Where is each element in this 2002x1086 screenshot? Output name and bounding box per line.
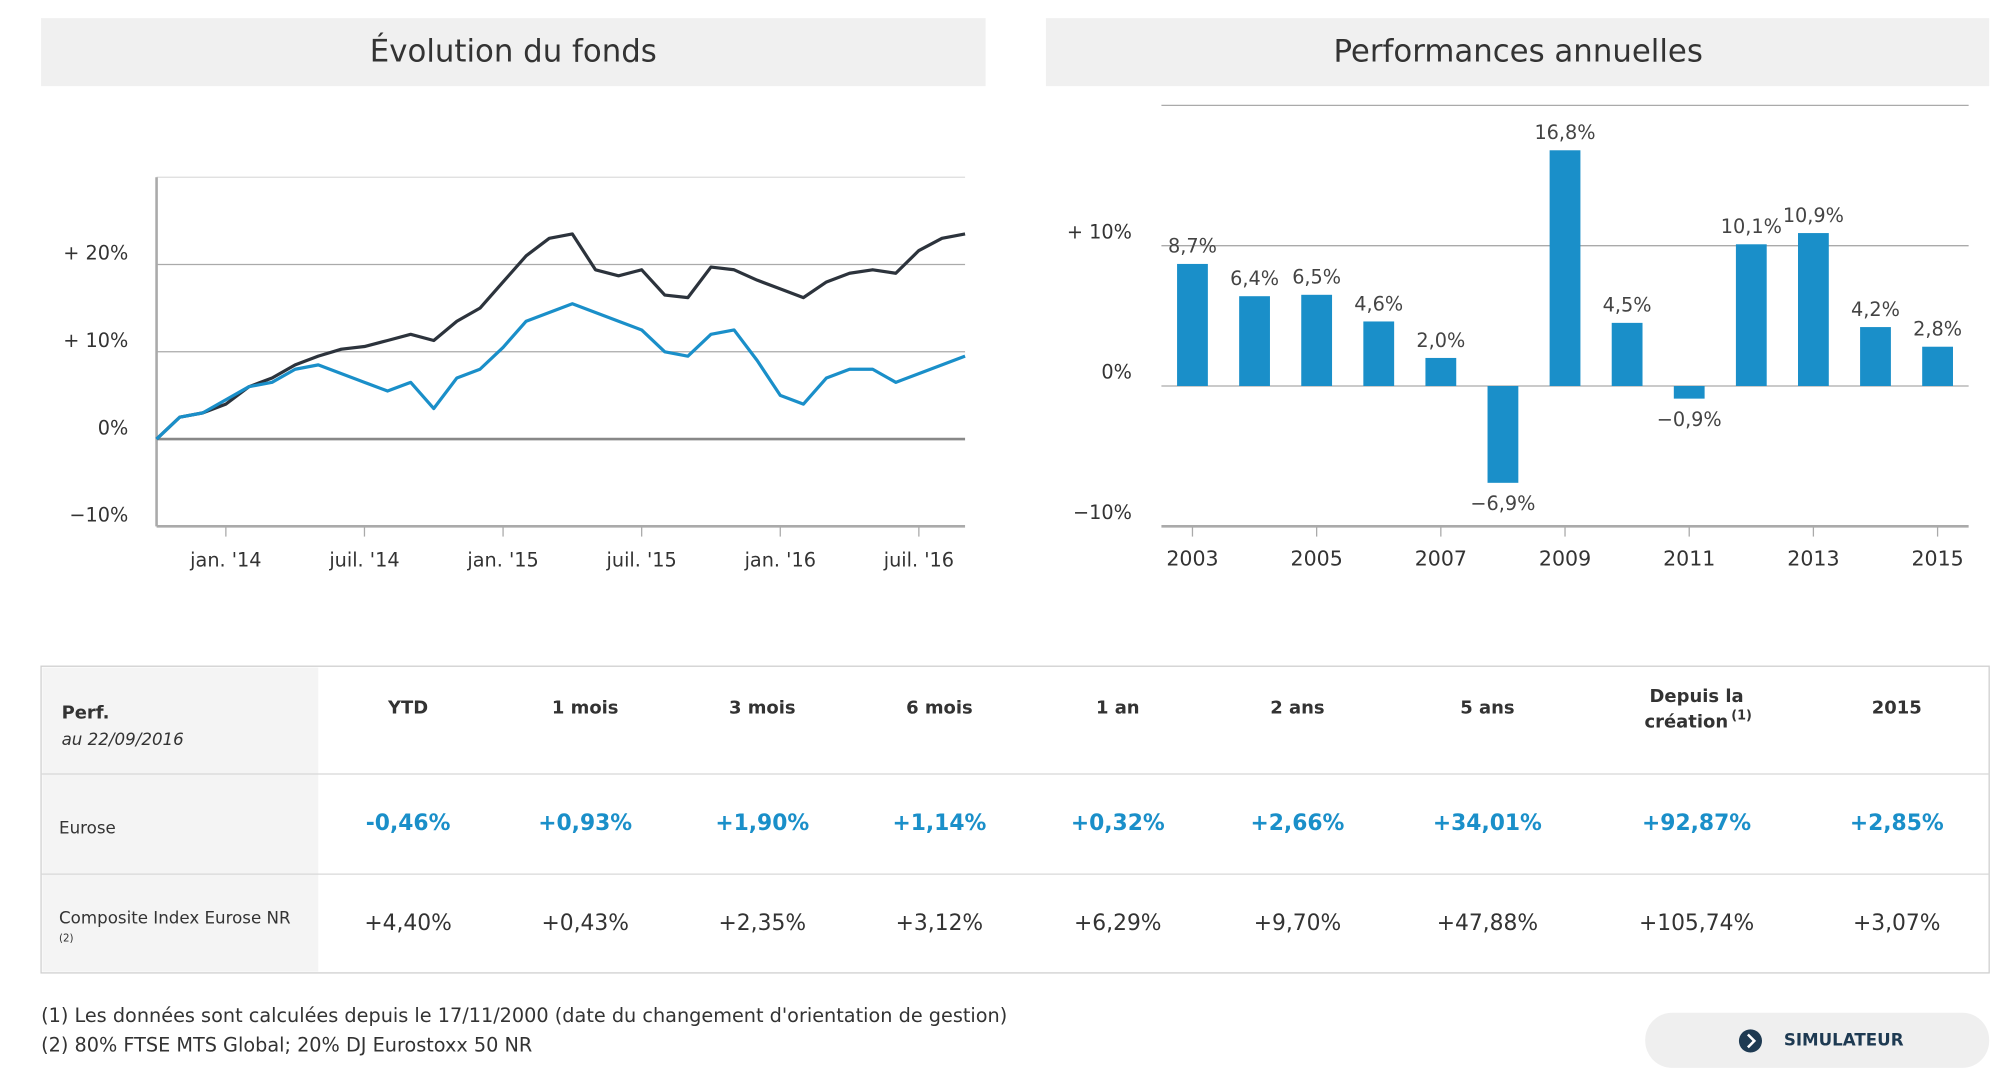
- bar: [1860, 327, 1891, 387]
- y-tick-label: 0%: [1101, 361, 1132, 384]
- value-label: 6,4%: [1230, 267, 1279, 290]
- value-label: 4,5%: [1603, 294, 1652, 317]
- table-cell: +3,07%: [1853, 911, 1941, 936]
- value-label: 16,8%: [1534, 121, 1595, 144]
- column-header: 2 ans: [1270, 698, 1324, 719]
- table-label-col: [42, 667, 319, 972]
- table-header-label: Perf.: [62, 703, 110, 724]
- bar: [1611, 322, 1643, 387]
- y-tick-label: −10%: [1073, 501, 1132, 524]
- x-tick-label: juil. '15: [606, 548, 677, 571]
- column-header: YTD: [387, 698, 428, 719]
- column-header: 3 mois: [729, 698, 796, 719]
- bar: [1735, 244, 1767, 387]
- table-cell: +0,32%: [1071, 811, 1165, 836]
- table-cell: -0,46%: [366, 811, 451, 836]
- y-tick-label: −10%: [69, 504, 128, 527]
- value-label: 4,6%: [1354, 292, 1403, 315]
- x-tick-label: 2009: [1539, 547, 1591, 571]
- bar: [1549, 150, 1581, 387]
- y-tick-label: 0%: [98, 416, 129, 439]
- series-line: [155, 232, 966, 441]
- bar: [1301, 294, 1333, 387]
- row-label: Composite Index Eurose NR: [59, 909, 291, 928]
- table-header-date: au 22/09/2016: [62, 730, 184, 749]
- table-cell: +2,35%: [719, 911, 807, 936]
- table-frame: [40, 665, 1990, 974]
- y-tick-label: + 10%: [63, 329, 128, 352]
- bar: [1363, 321, 1395, 387]
- column-header: 1 an: [1096, 698, 1140, 719]
- column-note: (1): [1731, 709, 1752, 724]
- chevron: [1746, 1033, 1757, 1049]
- column-header: 6 mois: [906, 698, 973, 719]
- y-tick-label: + 20%: [63, 242, 128, 265]
- table-cell: +2,85%: [1850, 811, 1944, 836]
- x-tick-label: 2011: [1663, 547, 1715, 571]
- bar: [1239, 296, 1270, 387]
- series-line: [155, 302, 966, 441]
- simulator-button[interactable]: [1645, 1012, 1990, 1068]
- y-tick-label: + 10%: [1067, 220, 1132, 243]
- table-cell: +2,66%: [1251, 811, 1345, 836]
- value-label: −6,9%: [1470, 492, 1535, 515]
- value-label: 6,5%: [1292, 266, 1341, 289]
- bar: [1922, 346, 1953, 387]
- button-icon: [1738, 1029, 1763, 1053]
- x-tick-label: jan. '15: [466, 548, 538, 571]
- column-header: 5 ans: [1460, 698, 1514, 719]
- table-cell: +1,90%: [715, 811, 809, 836]
- footnote: (2) 80% FTSE MTS Global; 20% DJ Eurostox…: [41, 1034, 532, 1057]
- column-header: 1 mois: [552, 698, 619, 719]
- bar: [1177, 263, 1208, 387]
- header-bg: [41, 18, 986, 87]
- x-tick-label: 2003: [1166, 547, 1218, 571]
- table-cell: +105,74%: [1639, 911, 1754, 936]
- value-label: 2,0%: [1416, 329, 1465, 352]
- table-cell: +3,12%: [896, 911, 984, 936]
- value-label: 10,9%: [1783, 204, 1844, 227]
- value-label: 8,7%: [1168, 235, 1217, 258]
- column-header: création: [1644, 712, 1728, 733]
- bar: [1425, 357, 1457, 387]
- x-tick-label: 2007: [1415, 547, 1467, 571]
- chart-title: Performances annuelles: [1333, 33, 1702, 69]
- bar: [1487, 386, 1519, 483]
- x-tick-label: 2005: [1291, 547, 1343, 571]
- table-cell: +1,14%: [892, 811, 986, 836]
- table-cell: +47,88%: [1437, 911, 1538, 936]
- table-cell: +92,87%: [1642, 811, 1751, 836]
- button-label: SIMULATEUR: [1784, 1030, 1904, 1049]
- x-tick-label: juil. '14: [328, 548, 399, 571]
- column-header: 2015: [1872, 698, 1922, 719]
- table-cell: +34,01%: [1433, 811, 1542, 836]
- value-label: 10,1%: [1721, 215, 1782, 238]
- table-cell: +6,29%: [1074, 911, 1162, 936]
- x-tick-label: jan. '14: [189, 548, 261, 571]
- column-header: Depuis la: [1650, 686, 1744, 707]
- table-cell: +0,93%: [538, 811, 632, 836]
- bar: [1797, 233, 1829, 387]
- x-tick-label: jan. '16: [744, 548, 816, 571]
- chart-title: Évolution du fonds: [370, 33, 657, 69]
- table-cell: +9,70%: [1254, 911, 1342, 936]
- x-tick-label: 2015: [1911, 547, 1963, 571]
- value-label: 4,2%: [1851, 298, 1900, 321]
- footnote: (1) Les données sont calculées depuis le…: [41, 1004, 1007, 1027]
- bar: [1673, 386, 1705, 399]
- value-label: −0,9%: [1657, 408, 1722, 431]
- row-note: (2): [59, 932, 74, 944]
- header-bg: [1045, 18, 1990, 87]
- table-cell: +0,43%: [541, 911, 629, 936]
- x-tick-label: juil. '16: [883, 548, 954, 571]
- x-tick-label: 2013: [1787, 547, 1839, 571]
- row-label: Eurose: [59, 819, 116, 838]
- table-cell: +4,40%: [364, 911, 452, 936]
- value-label: 2,8%: [1913, 318, 1962, 341]
